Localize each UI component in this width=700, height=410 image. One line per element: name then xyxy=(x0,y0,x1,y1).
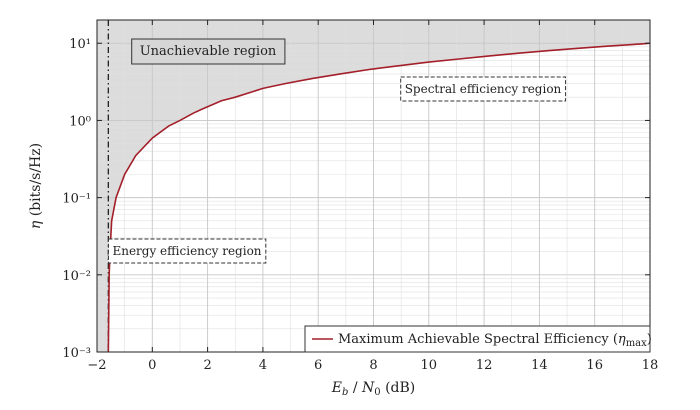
x-axis: −2 0 2 4 6 8 10 12 14 16 18 xyxy=(87,20,658,373)
x-tick-label: 18 xyxy=(642,358,659,373)
y-tick-label: 10⁻³ xyxy=(62,346,91,361)
x-tick-label: 14 xyxy=(531,358,548,373)
x-tick-label: 12 xyxy=(476,358,493,373)
y-tick-label: 10¹ xyxy=(69,37,91,52)
y-tick-label: 10⁻² xyxy=(62,269,91,284)
x-tick-label: 6 xyxy=(314,358,322,373)
spectral-efficiency-region-label: Spectral efficiency region xyxy=(400,76,567,102)
energy-efficiency-region-label: Energy efficiency region xyxy=(107,238,267,264)
y-tick-label: 10⁰ xyxy=(69,114,91,129)
legend: Maximum Achievable Spectral Efficiency (… xyxy=(304,325,652,353)
x-tick-label: −2 xyxy=(87,358,106,373)
x-tick-label: 4 xyxy=(259,358,267,373)
grid xyxy=(96,19,651,353)
x-tick-label: 16 xyxy=(586,358,603,373)
y-tick-label: 10⁻¹ xyxy=(62,192,91,207)
unachievable-region-label: Unachievable region xyxy=(131,38,286,65)
energy-efficiency-region-text: Energy efficiency region xyxy=(112,244,261,258)
y-axis-title: η (bits/s/Hz) xyxy=(28,143,44,229)
unachievable-region-text: Unachievable region xyxy=(140,44,277,59)
x-tick-label: 2 xyxy=(203,358,211,373)
legend-entry: Maximum Achievable Spectral Efficiency (… xyxy=(338,332,652,349)
eta-max-series-line xyxy=(107,42,651,353)
x-tick-label: 10 xyxy=(421,358,438,373)
y-axis: 10⁻³ 10⁻² 10⁻¹ 10⁰ 10¹ xyxy=(62,37,650,361)
x-tick-label: 0 xyxy=(148,358,156,373)
x-axis-title: Eb / N0 (dB) xyxy=(331,380,416,398)
spectral-efficiency-region-text: Spectral efficiency region xyxy=(405,82,562,96)
x-tick-label: 8 xyxy=(369,358,377,373)
